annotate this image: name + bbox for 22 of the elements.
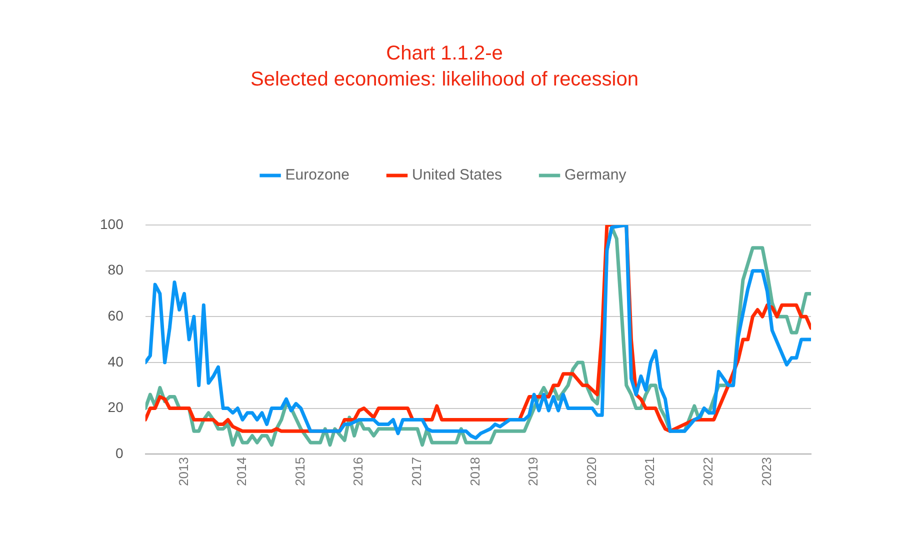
y-tick-label: 80 [108,262,124,278]
y-tick-label: 0 [116,444,124,461]
x-tick-label: 2023 [758,457,774,486]
y-tick-label: 40 [108,353,124,370]
chart-subtitle: Selected economies: likelihood of recession [250,68,638,91]
y-tick-label: 20 [108,399,124,416]
x-tick-label: 2013 [176,457,191,486]
legend-label: Eurozone [285,166,350,184]
x-tick-label: 2014 [234,457,250,486]
x-tick-label: 2017 [409,457,424,486]
x-tick-label: 2016 [350,457,366,486]
x-tick-label: 2022 [700,457,716,486]
x-tick-label: 2019 [526,457,541,486]
x-tick-label: 2021 [642,457,658,486]
x-tick-label: 2018 [467,457,482,486]
x-tick-label: 2015 [292,457,308,486]
y-tick-label: 100 [100,216,124,232]
x-tick-label: 2020 [584,457,599,486]
legend-label: Germany [564,166,627,184]
chart-title: Chart 1.1.2-e [386,42,503,65]
y-tick-label: 60 [108,307,124,324]
legend-label: United States [412,166,502,184]
